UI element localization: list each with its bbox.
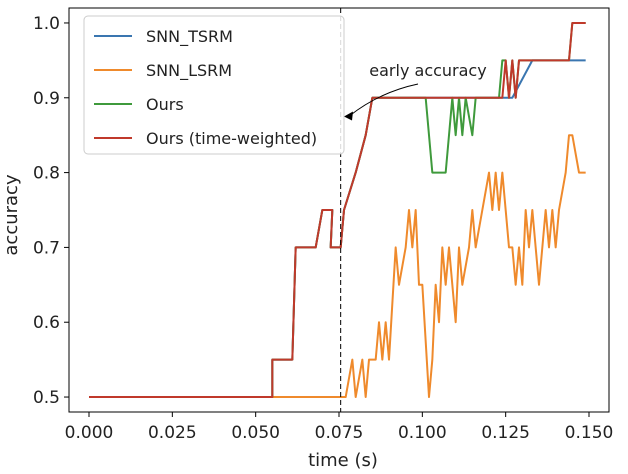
legend: SNN_TSRM SNN_LSRM Ours Ours (time-weighted)	[83, 15, 345, 155]
y-axis-ticks: 0.5 0.6 0.7 0.8 0.9 1.0	[33, 14, 69, 408]
legend-label: SNN_TSRM	[146, 27, 233, 47]
x-axis-ticks: 0.000 0.025 0.050 0.075 0.100 0.125 0.150	[65, 412, 614, 443]
y-tick-label: 0.7	[33, 238, 60, 258]
legend-label: SNN_LSRM	[146, 61, 232, 81]
legend-box	[83, 15, 345, 155]
legend-label: Ours (time-weighted)	[146, 129, 317, 148]
y-tick-label: 0.9	[33, 89, 60, 109]
annotation-text: early accuracy	[369, 61, 486, 80]
annotation-arrowhead	[344, 111, 353, 121]
x-tick-label: 0.075	[315, 423, 364, 443]
x-tick-label: 0.025	[148, 423, 197, 443]
x-tick-label: 0.050	[231, 423, 280, 443]
annotation-arrow	[349, 83, 419, 116]
series-line-3	[89, 21, 586, 399]
y-tick-label: 0.6	[33, 313, 60, 333]
plot-lines	[89, 21, 586, 399]
y-axis-label: accuracy	[1, 174, 22, 256]
x-tick-label: 0.100	[398, 423, 447, 443]
y-tick-label: 0.8	[33, 164, 60, 184]
x-tick-label: 0.000	[65, 423, 114, 443]
x-axis-label: time (s)	[308, 450, 378, 471]
x-tick-label: 0.150	[565, 423, 614, 443]
y-tick-label: 0.5	[33, 388, 60, 408]
legend-label: Ours	[146, 95, 184, 114]
annotation-group: early accuracy	[344, 61, 487, 121]
y-tick-label: 1.0	[33, 14, 60, 34]
x-tick-label: 0.125	[481, 423, 530, 443]
series-line-1	[89, 134, 586, 399]
